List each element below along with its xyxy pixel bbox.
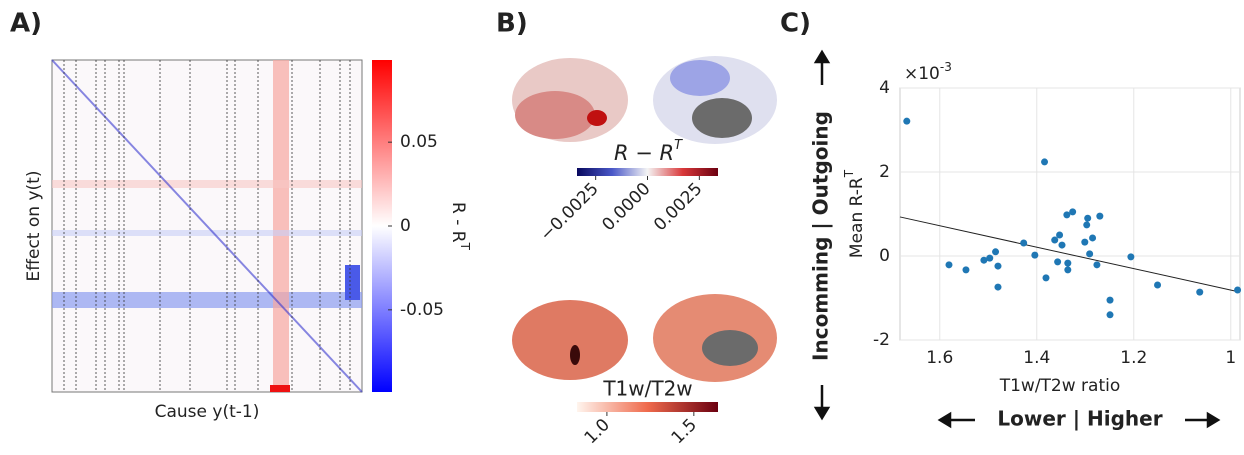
arrow-label: Incomming | Outgoing	[809, 111, 833, 361]
point	[1084, 214, 1092, 222]
point	[1083, 221, 1091, 229]
multiplier-base: ×10	[904, 64, 940, 84]
point	[962, 266, 970, 274]
colorbar-title: R − RT	[614, 138, 683, 166]
colorbar	[372, 60, 392, 392]
label-sup: T	[842, 169, 856, 178]
colorbar	[577, 402, 718, 412]
point	[1196, 288, 1204, 296]
colorbar-tick-label: 1.5	[668, 415, 701, 448]
point	[903, 117, 911, 125]
point	[1064, 259, 1072, 267]
multiplier-sup: -3	[940, 60, 952, 74]
colorbar	[577, 168, 718, 176]
point	[1093, 261, 1101, 269]
point	[1106, 296, 1114, 304]
point	[1089, 234, 1097, 242]
point	[1069, 208, 1077, 216]
point	[980, 256, 988, 264]
point	[1106, 311, 1114, 319]
y-axis-label: Effect on y(t)	[24, 171, 44, 282]
point	[1020, 239, 1028, 247]
point	[1058, 241, 1066, 249]
title-base: R − R	[614, 141, 674, 165]
y-axis-label: Mean R-RT	[842, 169, 868, 258]
y-tick-label: 2	[879, 162, 890, 182]
point	[1054, 258, 1062, 266]
point	[1154, 281, 1162, 289]
x-axis-label: Cause y(t-1)	[155, 402, 260, 422]
label-sup: T	[459, 242, 473, 251]
point	[992, 248, 1000, 256]
point	[1041, 158, 1049, 166]
point	[1086, 250, 1094, 258]
point	[1056, 231, 1064, 239]
point	[994, 283, 1002, 291]
axis-multiplier: ×10-3	[904, 60, 952, 85]
label-base: Mean R-R	[847, 177, 867, 258]
colorbar-tick-label: 0	[400, 216, 411, 236]
colorbar-tick-label: 0.0000	[598, 179, 654, 235]
point	[1042, 274, 1050, 282]
title-sup: T	[674, 138, 683, 153]
panel-label: C)	[780, 9, 811, 39]
point	[1096, 212, 1104, 220]
y-tick-label: -2	[873, 330, 890, 350]
point	[1051, 236, 1059, 244]
point	[994, 262, 1002, 270]
colorbar-tick-label: 0.0025	[650, 179, 706, 235]
x-tick-label: 1.4	[1023, 348, 1050, 368]
y-tick-label: 4	[879, 78, 890, 98]
heatmap	[51, 59, 363, 393]
fit-line	[899, 216, 1241, 293]
colorbar-tick-label: −0.0025	[536, 179, 602, 245]
x-tick-label: 1.6	[926, 348, 953, 368]
arrow-label: Lower | Higher	[997, 407, 1162, 431]
label-base: R - R	[448, 202, 468, 243]
colorbar-tick-label: 1.0	[581, 415, 614, 448]
x-axis-label: T1w/T2w ratio	[999, 376, 1121, 396]
panel-label: B)	[496, 9, 528, 39]
arrows	[813, 49, 1221, 429]
point	[945, 261, 953, 269]
point	[986, 254, 994, 262]
y-tick-label: 0	[879, 246, 890, 266]
point	[1234, 286, 1242, 294]
panel-label: A)	[10, 9, 42, 39]
colorbar-label: R - RT	[448, 202, 473, 251]
point	[1063, 211, 1071, 219]
colorbar-title: T1w/T2w	[602, 377, 692, 401]
brain-maps	[512, 56, 777, 382]
colorbar-tick-label: -0.05	[400, 300, 444, 320]
point	[1081, 238, 1089, 246]
colorbar-tick-label: 0.05	[400, 132, 438, 152]
x-tick-label: 1	[1225, 348, 1236, 368]
point	[1127, 253, 1135, 261]
point	[1031, 251, 1039, 259]
point	[1064, 266, 1072, 274]
x-tick-label: 1.2	[1120, 348, 1147, 368]
